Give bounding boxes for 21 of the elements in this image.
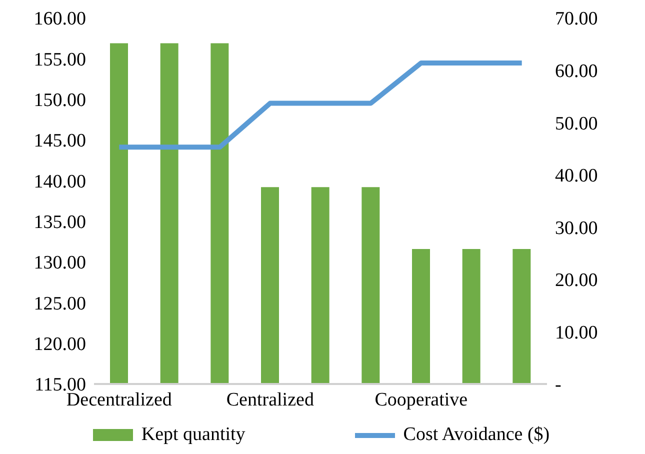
y-tick-label: 140.00 bbox=[34, 171, 86, 192]
y2-tick-label: 20.00 bbox=[555, 270, 598, 292]
y-tick-label: 160.00 bbox=[34, 8, 86, 30]
y-tick-label: 150.00 bbox=[34, 90, 86, 112]
y2-tick-label: 10.00 bbox=[555, 322, 598, 344]
y-tick-label: 135.00 bbox=[34, 212, 86, 234]
y-tick-label: 155.00 bbox=[34, 49, 86, 70]
y2-tick-label: 40.00 bbox=[555, 166, 598, 187]
y2-tick-label: 60.00 bbox=[555, 61, 598, 82]
y-tick-label: 145.00 bbox=[34, 130, 86, 152]
x-tick-label: Centralized bbox=[226, 389, 314, 410]
y2-tick-label: 70.00 bbox=[555, 8, 598, 30]
y-tick-label: 130.00 bbox=[34, 252, 86, 274]
x-tick-label: Cooperative bbox=[374, 389, 468, 410]
y2-tick-label: - bbox=[555, 374, 562, 396]
y2-tick-label: 50.00 bbox=[555, 113, 598, 134]
y2-tick-label: 30.00 bbox=[555, 218, 598, 239]
y-tick-label: 125.00 bbox=[34, 293, 86, 314]
y-tick-label: 120.00 bbox=[34, 334, 86, 356]
legend-label: Cost Avoidance ($) bbox=[403, 424, 550, 446]
legend-label: Kept quantity bbox=[141, 424, 246, 446]
